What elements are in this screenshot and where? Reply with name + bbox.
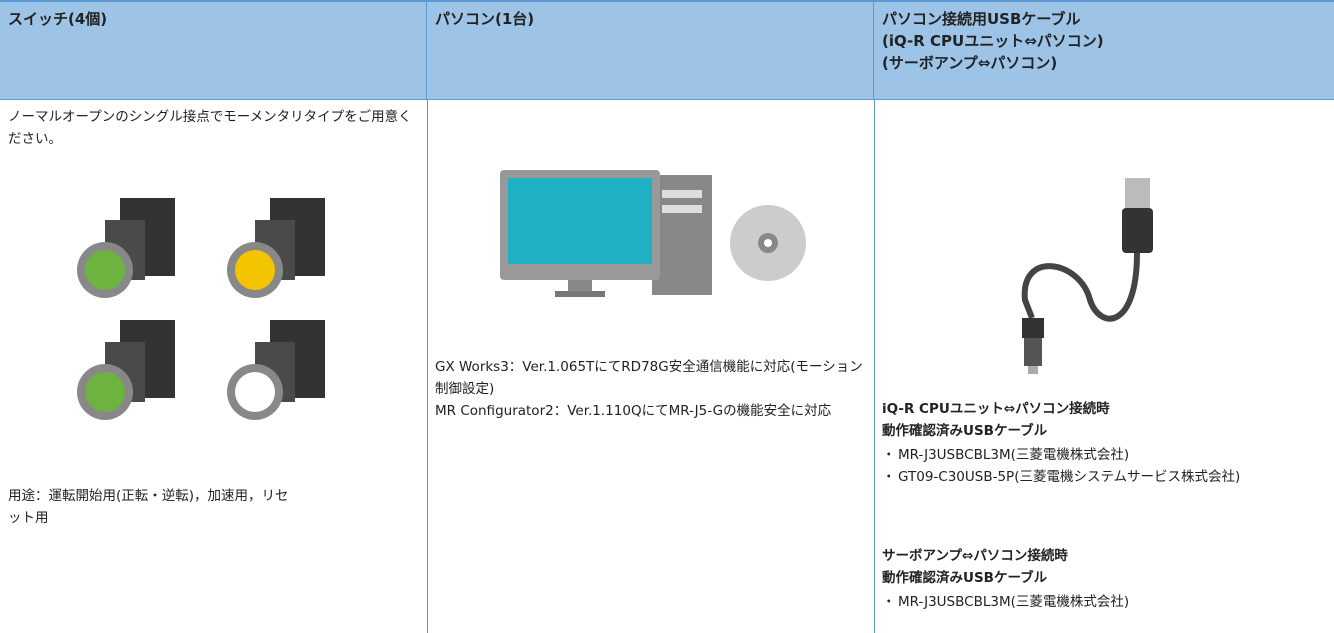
divider — [874, 100, 875, 633]
header-text: パソコン(1台) — [435, 10, 535, 28]
note: MR Configurator2：Ver.1.110QにてMR-J5-Gの機能安… — [435, 403, 832, 419]
header-cell: スイッチ(4個) — [0, 0, 427, 100]
list-item: MR-J3USBCBL3M(三菱電機株式会社) — [882, 591, 1334, 613]
header-cell: パソコン(1台) — [427, 0, 874, 100]
usage: 用途：運転開始用(正転・逆転)，加速用，リセット用 — [8, 488, 289, 526]
list-item: GT09-C30USB-5P(三菱電機システムサービス株式会社) — [882, 466, 1326, 488]
group-title: iQ-R CPUユニット⇔パソコン接続時 — [882, 401, 1110, 417]
description: ノーマルオープンのシングル接点でモーメンタリタイプをご用意ください。 — [8, 109, 412, 147]
header-text: (サーボアンプ⇔パソコン) — [882, 54, 1058, 72]
header-text: スイッチ(4個) — [8, 10, 108, 28]
divider — [427, 100, 428, 633]
usb-cable — [1021, 178, 1153, 374]
switches — [77, 198, 325, 420]
header-text: パソコン接続用USBケーブル — [882, 10, 1081, 28]
group-title: 動作確認済みUSBケーブル — [882, 570, 1048, 586]
header-cell: パソコン接続用USBケーブル (iQ-R CPUユニット⇔パソコン) (サーボア… — [874, 0, 1334, 100]
list-item: MR-J3USBCBL3M(三菱電機株式会社) — [882, 444, 1334, 466]
note: GX Works3：Ver.1.065TにてRD78G安全通信機能に対応(モーシ… — [435, 359, 863, 397]
pc — [500, 170, 806, 297]
group-title: サーボアンプ⇔パソコン接続時 — [882, 548, 1068, 564]
header-text: (iQ-R CPUユニット⇔パソコン) — [882, 32, 1104, 50]
group-title: 動作確認済みUSBケーブル — [882, 423, 1048, 439]
